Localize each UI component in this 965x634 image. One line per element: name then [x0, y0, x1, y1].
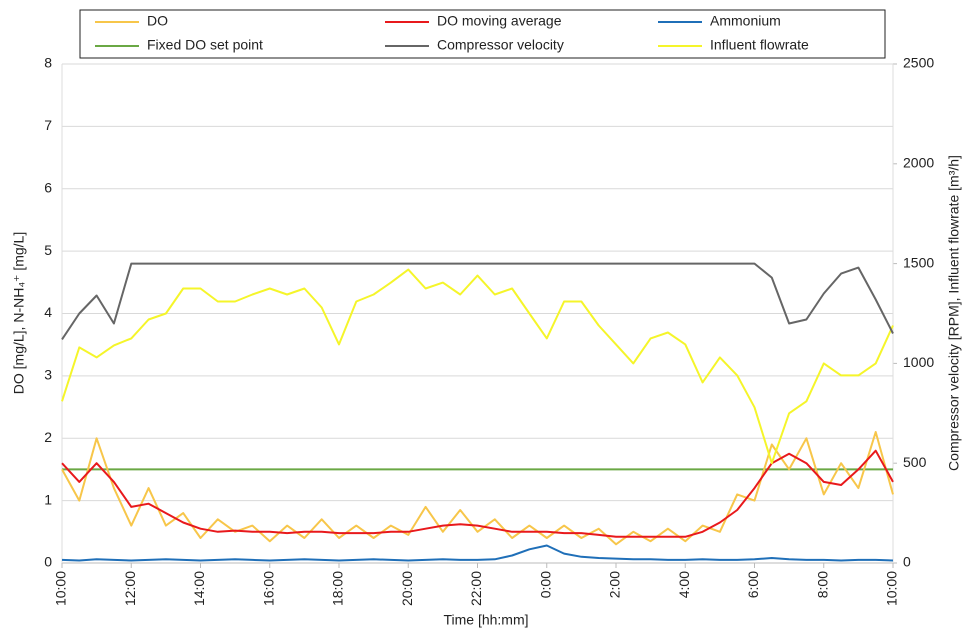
legend-box: [79, 9, 886, 59]
y-tick-label: 1: [44, 491, 52, 507]
x-tick-label: 0:00: [537, 571, 553, 598]
y2-tick-label: 1000: [903, 354, 934, 370]
y2-axis-title: Compressor velocity [RPM], Influent flow…: [946, 155, 962, 471]
legend-label: Ammonium: [710, 13, 781, 29]
legend-label: Compressor velocity: [437, 37, 564, 53]
x-tick-label: 20:00: [399, 571, 415, 606]
line-series: [61, 544, 894, 562]
x-tick-label: 8:00: [814, 571, 830, 598]
x-axis-title: Time [hh:mm]: [443, 612, 528, 628]
x-tick-label: 10:00: [53, 571, 69, 606]
x-tick-label: 22:00: [468, 571, 484, 606]
line-series: [61, 431, 894, 546]
y-tick-label: 6: [44, 179, 52, 195]
legend-label: Fixed DO set point: [147, 37, 263, 53]
line-series: [61, 268, 894, 465]
y2-tick-label: 500: [903, 454, 927, 470]
line-series: [61, 449, 894, 538]
legend-label: DO moving average: [437, 13, 562, 29]
y-tick-label: 0: [44, 554, 52, 570]
y-tick-label: 3: [44, 367, 52, 383]
x-tick-label: 12:00: [122, 571, 138, 606]
y-tick-label: 5: [44, 242, 52, 258]
y2-tick-label: 2000: [903, 155, 934, 171]
y2-tick-label: 2500: [903, 55, 934, 71]
legend-label: DO: [147, 13, 168, 29]
x-tick-label: 6:00: [745, 571, 761, 598]
y-tick-label: 7: [44, 117, 52, 133]
y-tick-label: 8: [44, 55, 52, 71]
x-tick-label: 2:00: [607, 571, 623, 598]
x-tick-label: 16:00: [260, 571, 276, 606]
x-tick-label: 14:00: [191, 571, 207, 606]
y-tick-label: 4: [44, 304, 52, 320]
y2-tick-label: 0: [903, 554, 911, 570]
y2-tick-label: 1500: [903, 254, 934, 270]
line-series: [61, 262, 894, 340]
y-tick-label: 2: [44, 429, 52, 445]
legend-label: Influent flowrate: [710, 37, 809, 53]
x-tick-label: 18:00: [330, 571, 346, 606]
x-tick-label: 10:00: [884, 571, 900, 606]
x-tick-label: 4:00: [676, 571, 692, 598]
y-axis-title: DO [mg/L], N-NH₄⁺ [mg/L]: [11, 232, 27, 394]
